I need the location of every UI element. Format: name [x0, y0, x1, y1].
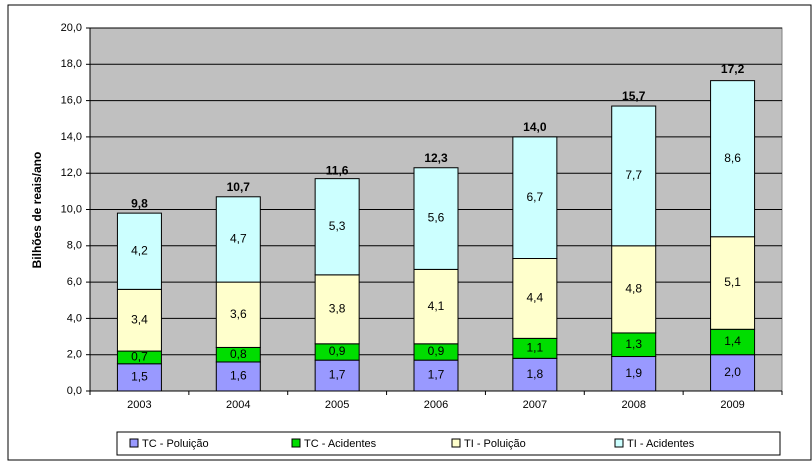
y-tick-label: 10,0	[61, 203, 82, 215]
bar-segment	[116, 212, 162, 290]
value-label: 2,0	[724, 365, 741, 379]
value-label: 6,7	[527, 190, 544, 204]
bar-segment	[710, 80, 756, 238]
value-label: 1,3	[625, 337, 642, 351]
bar-segment	[413, 167, 459, 270]
y-tick-label: 12,0	[61, 167, 82, 179]
value-label: 3,8	[329, 301, 346, 315]
legend-label: TI - Acidentes	[627, 438, 695, 450]
legend-label: TI - Poluição	[464, 438, 526, 450]
value-label: 4,1	[428, 299, 445, 313]
value-label: 1,7	[428, 368, 445, 382]
bar-segment	[512, 258, 558, 339]
value-label: 0,8	[230, 347, 247, 361]
value-label: 7,7	[625, 168, 642, 182]
bar-segment	[314, 178, 360, 276]
y-tick-label: 4,0	[67, 312, 82, 324]
value-label: 4,8	[625, 282, 642, 296]
y-tick-label: 0,0	[67, 385, 82, 397]
total-label: 14,0	[523, 120, 547, 134]
bar-segment	[611, 105, 657, 247]
bar-segment	[215, 281, 261, 348]
bar-segment	[215, 196, 261, 283]
value-label: 0,9	[428, 344, 445, 358]
bar-segment	[512, 136, 558, 260]
y-tick-label: 20,0	[61, 22, 82, 34]
value-label: 1,9	[625, 366, 642, 380]
bar-segment	[314, 359, 360, 392]
value-label: 5,3	[329, 219, 346, 233]
value-label: 1,7	[329, 368, 346, 382]
value-label: 1,4	[724, 334, 741, 348]
bar-segment	[710, 328, 756, 356]
y-tick-label: 14,0	[61, 131, 82, 143]
total-label: 11,6	[326, 164, 349, 178]
total-label: 9,8	[131, 196, 148, 210]
y-tick-label: 18,0	[61, 58, 82, 70]
value-label: 1,5	[131, 370, 148, 384]
x-tick-label: 2007	[523, 399, 547, 411]
value-label: 3,6	[230, 307, 247, 321]
value-label: 5,1	[724, 275, 741, 289]
bar-segment	[314, 274, 360, 345]
total-label: 17,2	[721, 62, 745, 76]
bar-segment	[611, 356, 657, 392]
legend-box	[116, 431, 781, 456]
y-tick-label: 8,0	[67, 240, 82, 252]
x-tick-label: 2003	[127, 399, 151, 411]
x-tick-label: 2004	[226, 399, 250, 411]
y-tick-label: 6,0	[67, 276, 82, 288]
value-label: 3,4	[131, 312, 148, 326]
legend-swatch	[129, 438, 139, 448]
legend-label: TC - Acidentes	[304, 438, 377, 450]
y-tick-label: 16,0	[61, 95, 82, 107]
value-label: 1,8	[527, 367, 544, 381]
y-axis-label: Bilhões de reais/ano	[30, 152, 44, 269]
bar-segment	[116, 288, 162, 352]
value-label: 0,7	[131, 350, 148, 364]
total-label: 15,7	[622, 89, 646, 103]
legend-swatch	[451, 438, 461, 448]
value-label: 8,6	[724, 151, 741, 165]
value-label: 1,6	[230, 369, 247, 383]
value-label: 0,9	[329, 344, 346, 358]
total-label: 12,3	[424, 151, 448, 165]
value-label: 4,7	[230, 232, 247, 246]
y-tick-label: 2,0	[67, 349, 82, 361]
x-tick-label: 2006	[424, 399, 448, 411]
value-label: 4,2	[131, 243, 148, 257]
legend-swatch	[291, 438, 301, 448]
bar-segment	[611, 245, 657, 334]
value-label: 4,4	[527, 291, 544, 305]
value-label: 5,6	[428, 211, 445, 225]
x-tick-label: 2008	[621, 399, 645, 411]
legend-label: TC - Poluição	[142, 438, 209, 450]
x-tick-label: 2005	[325, 399, 349, 411]
x-tick-label: 2009	[720, 399, 744, 411]
legend-swatch	[614, 438, 624, 448]
value-label: 1,1	[527, 341, 544, 355]
total-label: 10,7	[227, 180, 251, 194]
